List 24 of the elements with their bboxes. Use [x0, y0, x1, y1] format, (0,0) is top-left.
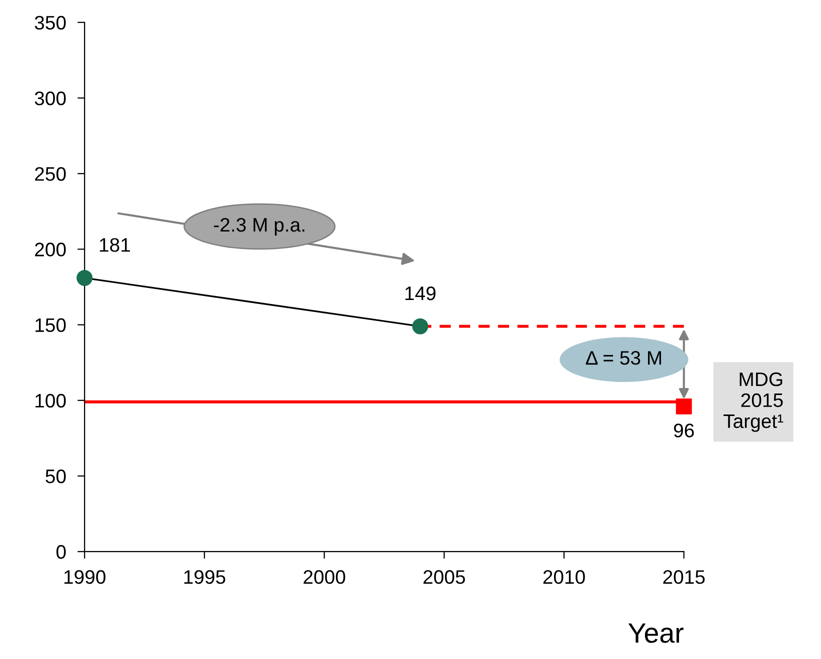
point — [412, 318, 428, 334]
annotation: -2.3 M p.a. — [214, 218, 304, 236]
y-tick-label: 150 — [36, 318, 66, 332]
x-tick-label: 1995 — [184, 570, 226, 584]
annotation: Δ = 53 M — [586, 351, 662, 365]
x-axis-title: Year — [628, 624, 684, 643]
y-tick-label: 200 — [35, 242, 66, 256]
x-tick-label: 2005 — [424, 570, 465, 584]
x-tick-label: 2000 — [304, 570, 346, 584]
y-tick-label: 300 — [34, 91, 66, 106]
x-tick-label: 2010 — [543, 570, 585, 584]
point — [76, 270, 93, 286]
data-label: 96 — [674, 424, 694, 438]
x-tick-label: 2015 — [663, 570, 705, 584]
y-tick-label: 100 — [36, 394, 66, 408]
data-label: 181 — [100, 238, 130, 252]
x-tick-label: 1990 — [64, 570, 106, 584]
y-tick-label: 0 — [56, 545, 66, 559]
data-label: 149 — [405, 286, 436, 300]
y-tick-label: 250 — [35, 167, 66, 181]
y-tick-label: 50 — [46, 469, 66, 484]
ref-line-label: MDG 2015 Target¹ — [724, 372, 784, 432]
y-tick-label: 350 — [34, 16, 66, 30]
point — [676, 398, 692, 414]
